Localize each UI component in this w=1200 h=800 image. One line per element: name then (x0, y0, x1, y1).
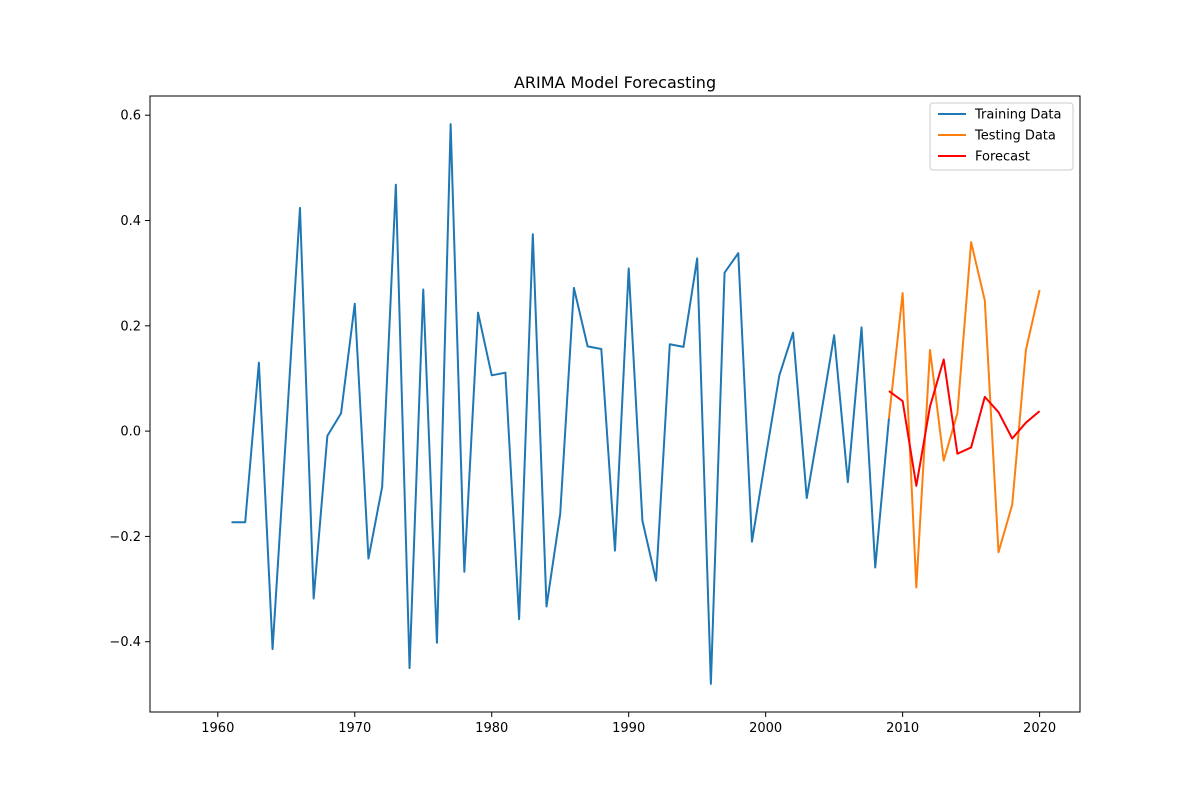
y-tick-label: −0.4 (109, 635, 141, 650)
chart-title: ARIMA Model Forecasting (514, 73, 716, 92)
series-line-testing-data (887, 241, 1041, 589)
x-tick-label: 2010 (886, 721, 919, 736)
axes-frame (149, 95, 1081, 713)
y-tick-label: −0.2 (109, 530, 141, 545)
x-tick-label: 1970 (338, 721, 371, 736)
axes: 1960 1970 1980 1990 2000 2010 2020 −0.4 −0.2 0.0 0… (109, 95, 1081, 736)
x-tick-label: 1960 (201, 721, 234, 736)
legend-label: Training Data (974, 108, 1061, 123)
series-line-training-data (231, 123, 890, 685)
series-line-forecast (888, 358, 1041, 487)
y-tick-label: 0.2 (120, 319, 141, 334)
y-tick-label: 0.0 (120, 425, 141, 440)
x-tick-label: 1980 (475, 721, 508, 736)
legend: Training Data Testing Data Forecast (929, 102, 1074, 171)
y-tick-label: 0.6 (120, 109, 141, 124)
plot-area (231, 123, 1041, 685)
legend-label: Testing Data (974, 129, 1056, 144)
y-tick-label: 0.4 (120, 214, 141, 229)
legend-label: Forecast (975, 150, 1030, 165)
legend-box (929, 102, 1074, 171)
x-tick-label: 1990 (612, 721, 645, 736)
x-tick-label: 2000 (749, 721, 782, 736)
x-tick-label: 2020 (1023, 721, 1056, 736)
